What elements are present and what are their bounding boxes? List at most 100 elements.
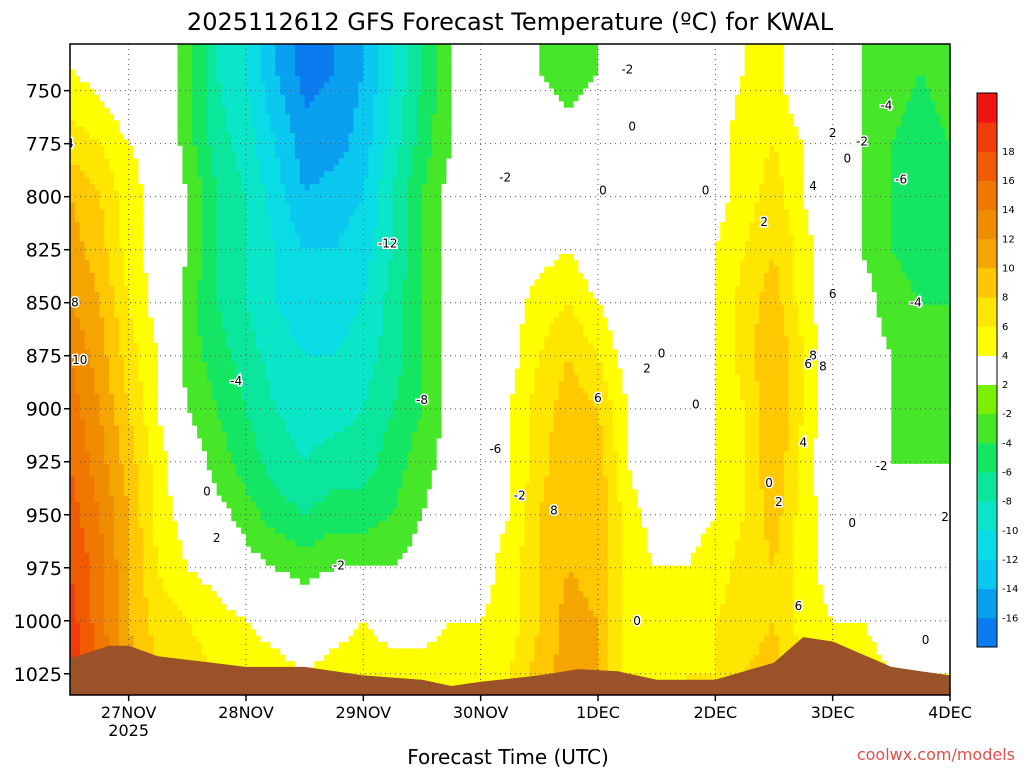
field-cell (250, 152, 257, 160)
field-cell (299, 546, 306, 554)
field-cell (153, 203, 159, 210)
field-cell (226, 234, 232, 242)
field-cell (89, 253, 96, 261)
field-cell (79, 629, 86, 637)
field-cell (265, 661, 272, 669)
field-cell (299, 139, 306, 147)
field-cell (187, 164, 193, 172)
field-cell (70, 444, 76, 452)
field-cell (241, 521, 247, 529)
field-cell (148, 400, 154, 408)
field-cell (250, 247, 257, 255)
field-cell (280, 349, 286, 357)
field-cell (290, 463, 296, 471)
field-cell (265, 514, 272, 522)
field-cell (246, 654, 252, 662)
field-cell (192, 419, 198, 427)
field-cell (70, 527, 76, 535)
field-cell (158, 336, 164, 344)
field-cell (202, 164, 208, 172)
field-cell (236, 94, 242, 102)
field-cell (231, 400, 237, 408)
field-cell (280, 616, 286, 624)
field-cell (241, 527, 247, 535)
field-cell (133, 374, 140, 382)
field-cell (94, 521, 100, 529)
field-cell (74, 559, 81, 567)
field-cell (70, 597, 76, 605)
field-cell (250, 419, 257, 427)
field-cell (153, 323, 159, 331)
field-cell (104, 126, 110, 134)
field-cell (79, 133, 86, 141)
field-cell (182, 629, 188, 637)
field-cell (99, 489, 105, 497)
field-cell (221, 107, 228, 115)
field-cell (133, 44, 140, 51)
field-cell (162, 648, 169, 656)
field-cell (148, 215, 154, 223)
field-cell (304, 342, 311, 350)
field-cell (104, 209, 110, 217)
field-cell (114, 88, 120, 96)
field-cell (187, 597, 193, 605)
field-cell (172, 438, 179, 446)
field-cell (211, 457, 218, 465)
field-cell (162, 82, 169, 90)
field-cell (246, 82, 252, 90)
field-cell (114, 502, 120, 509)
field-cell (118, 209, 125, 217)
field-cell (216, 438, 223, 446)
field-cell (84, 145, 91, 153)
field-cell (94, 336, 100, 344)
field-cell (109, 419, 115, 427)
field-cell (172, 584, 179, 592)
field-cell (79, 317, 86, 325)
field-cell (187, 177, 193, 185)
field-cell (260, 470, 267, 478)
field-cell (172, 381, 179, 389)
field-cell (236, 139, 242, 147)
field-cell (143, 584, 149, 592)
field-cell (84, 419, 91, 427)
field-cell (70, 253, 76, 261)
field-cell (109, 330, 115, 338)
field-cell (118, 247, 125, 255)
field-cell (187, 82, 193, 90)
field-cell (118, 362, 125, 370)
field-cell (118, 228, 125, 236)
field-cell (197, 476, 203, 484)
field-cell (153, 69, 159, 77)
field-cell (162, 591, 169, 599)
field-cell (304, 171, 311, 179)
field-cell (221, 572, 228, 579)
field-cell (99, 164, 105, 172)
field-cell (70, 368, 76, 376)
field-cell (206, 177, 213, 185)
field-cell (299, 228, 306, 236)
field-cell (167, 451, 174, 459)
field-cell (94, 292, 100, 300)
field-cell (167, 476, 174, 484)
field-cell (128, 419, 135, 427)
field-cell (162, 228, 169, 236)
field-cell (236, 82, 242, 90)
field-cell (153, 330, 159, 338)
field-cell (158, 470, 164, 478)
field-cell (192, 470, 198, 478)
field-cell (246, 273, 252, 280)
field-cell (206, 82, 213, 90)
field-cell (123, 565, 130, 573)
field-cell (197, 88, 203, 96)
field-cell (167, 635, 174, 643)
field-cell (280, 158, 286, 166)
field-cell (128, 330, 135, 338)
field-cell (280, 489, 286, 497)
field-cell (275, 463, 281, 471)
field-cell (133, 203, 140, 210)
field-cell (167, 572, 174, 579)
field-cell (94, 412, 100, 420)
field-cell (143, 94, 149, 102)
field-cell (265, 393, 272, 401)
field-cell (123, 279, 130, 287)
